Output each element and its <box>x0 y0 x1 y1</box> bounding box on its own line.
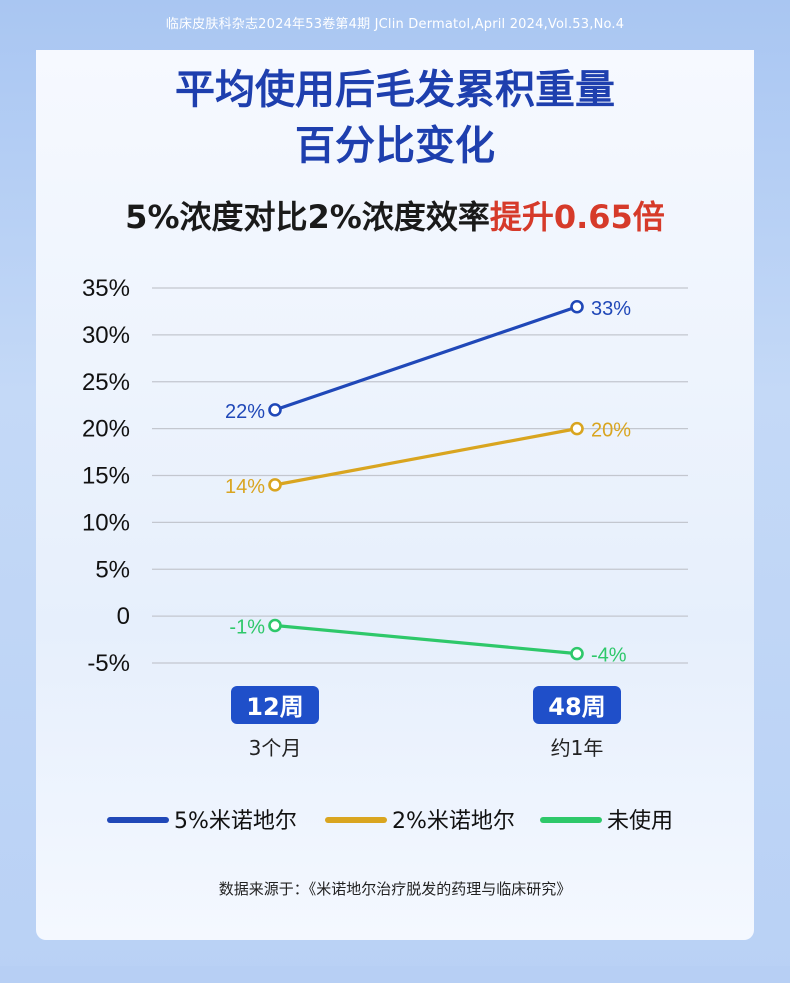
category-badge <box>533 686 621 724</box>
data-point <box>268 403 282 417</box>
data-label: -1% <box>229 617 265 639</box>
chart-title-line2: 百分比变化 <box>295 123 495 169</box>
data-point <box>570 646 584 661</box>
y-tick-label: 35% <box>82 275 130 302</box>
chart-card <box>36 50 754 940</box>
category-badge <box>231 686 319 724</box>
data-point <box>268 478 282 492</box>
y-tick-label: 10% <box>82 509 130 536</box>
x-category-label: 48周 <box>548 693 605 721</box>
data-point <box>570 299 584 314</box>
journal-citation: 临床皮肤科杂志2024年53卷第4期 JClin Dermatol,April … <box>165 17 625 32</box>
y-tick-label: 20% <box>82 416 130 443</box>
legend-label: 未使用 <box>607 809 673 834</box>
series-line-1 <box>273 305 579 412</box>
source-note: 数据来源于：《米诺地尔治疗脱发的药理与临床研究》 <box>218 880 572 898</box>
subtitle-highlight: 提升0.65倍 <box>489 198 665 236</box>
series-line-2 <box>273 427 579 487</box>
data-point <box>268 618 282 633</box>
y-tick-label: 25% <box>82 369 130 396</box>
y-tick-label: 30% <box>82 322 130 349</box>
y-tick-label: 15% <box>82 463 130 490</box>
chart-title-line1: 平均使用后毛发累积重量 <box>175 67 615 113</box>
subtitle-main: 5%浓度对比2%浓度效率 <box>125 198 490 236</box>
y-tick-label: 0 <box>117 603 130 630</box>
data-label: 22% <box>225 401 265 423</box>
footer-band <box>0 966 790 983</box>
data-label: -4% <box>591 645 627 667</box>
data-label: 14% <box>225 476 265 498</box>
y-tick-label: 5% <box>95 556 130 583</box>
chart-title: 平均使用后毛发累积重量 百分比变化 <box>0 62 790 174</box>
x-category-label: 12周 <box>246 693 303 721</box>
legend-label: 2%米诺地尔 <box>392 809 515 834</box>
data-label: 33% <box>591 298 631 320</box>
data-point <box>570 421 584 436</box>
legend-label: 5%米诺地尔 <box>174 809 297 834</box>
chart-subtitle: 5%浓度对比2%浓度效率提升0.65倍 <box>0 192 790 242</box>
data-label: 20% <box>591 420 631 442</box>
x-category-sublabel: 3个月 <box>249 736 302 760</box>
series-line-3 <box>273 623 579 656</box>
x-category-sublabel: 约1年 <box>551 736 604 760</box>
y-tick-label: -5% <box>87 650 130 677</box>
